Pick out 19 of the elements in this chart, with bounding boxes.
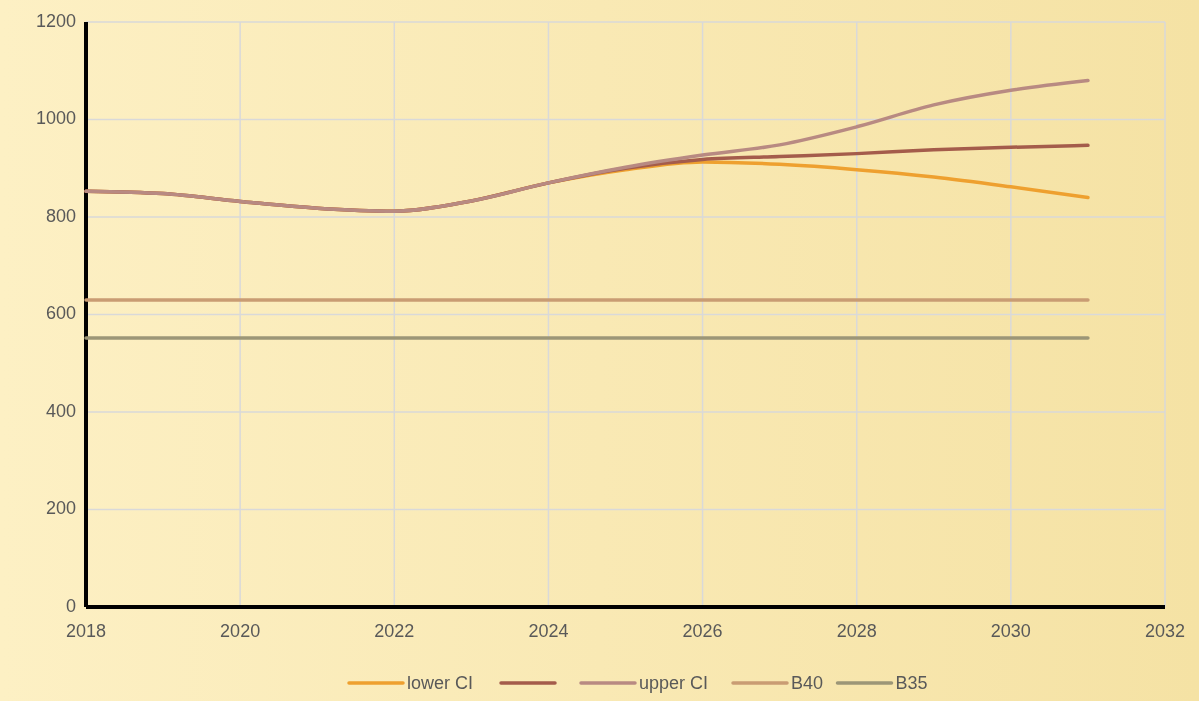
x-tick-label: 2022 xyxy=(374,621,415,641)
y-tick-label: 600 xyxy=(45,303,76,324)
x-tick-label: 2024 xyxy=(528,621,569,641)
y-tick-label: 1200 xyxy=(35,10,76,31)
legend-label: B40 xyxy=(791,673,824,693)
legend-label: upper CI xyxy=(639,673,709,693)
y-tick-label: 400 xyxy=(45,400,76,421)
x-tick-label: 2032 xyxy=(1144,621,1186,641)
x-tick-label: 2028 xyxy=(836,621,877,641)
x-tick-label: 2030 xyxy=(990,621,1031,641)
y-tick-label: 800 xyxy=(45,205,76,226)
x-tick-label: 2020 xyxy=(220,621,261,641)
legend-label: lower CI xyxy=(407,673,474,693)
x-tick-label: 2018 xyxy=(65,621,107,641)
y-tick-label: 0 xyxy=(65,595,76,616)
y-tick-label: 1000 xyxy=(35,108,76,129)
x-tick-label: 2026 xyxy=(682,621,723,641)
y-tick-label: 200 xyxy=(45,498,76,519)
legend-label: B35 xyxy=(895,673,928,693)
